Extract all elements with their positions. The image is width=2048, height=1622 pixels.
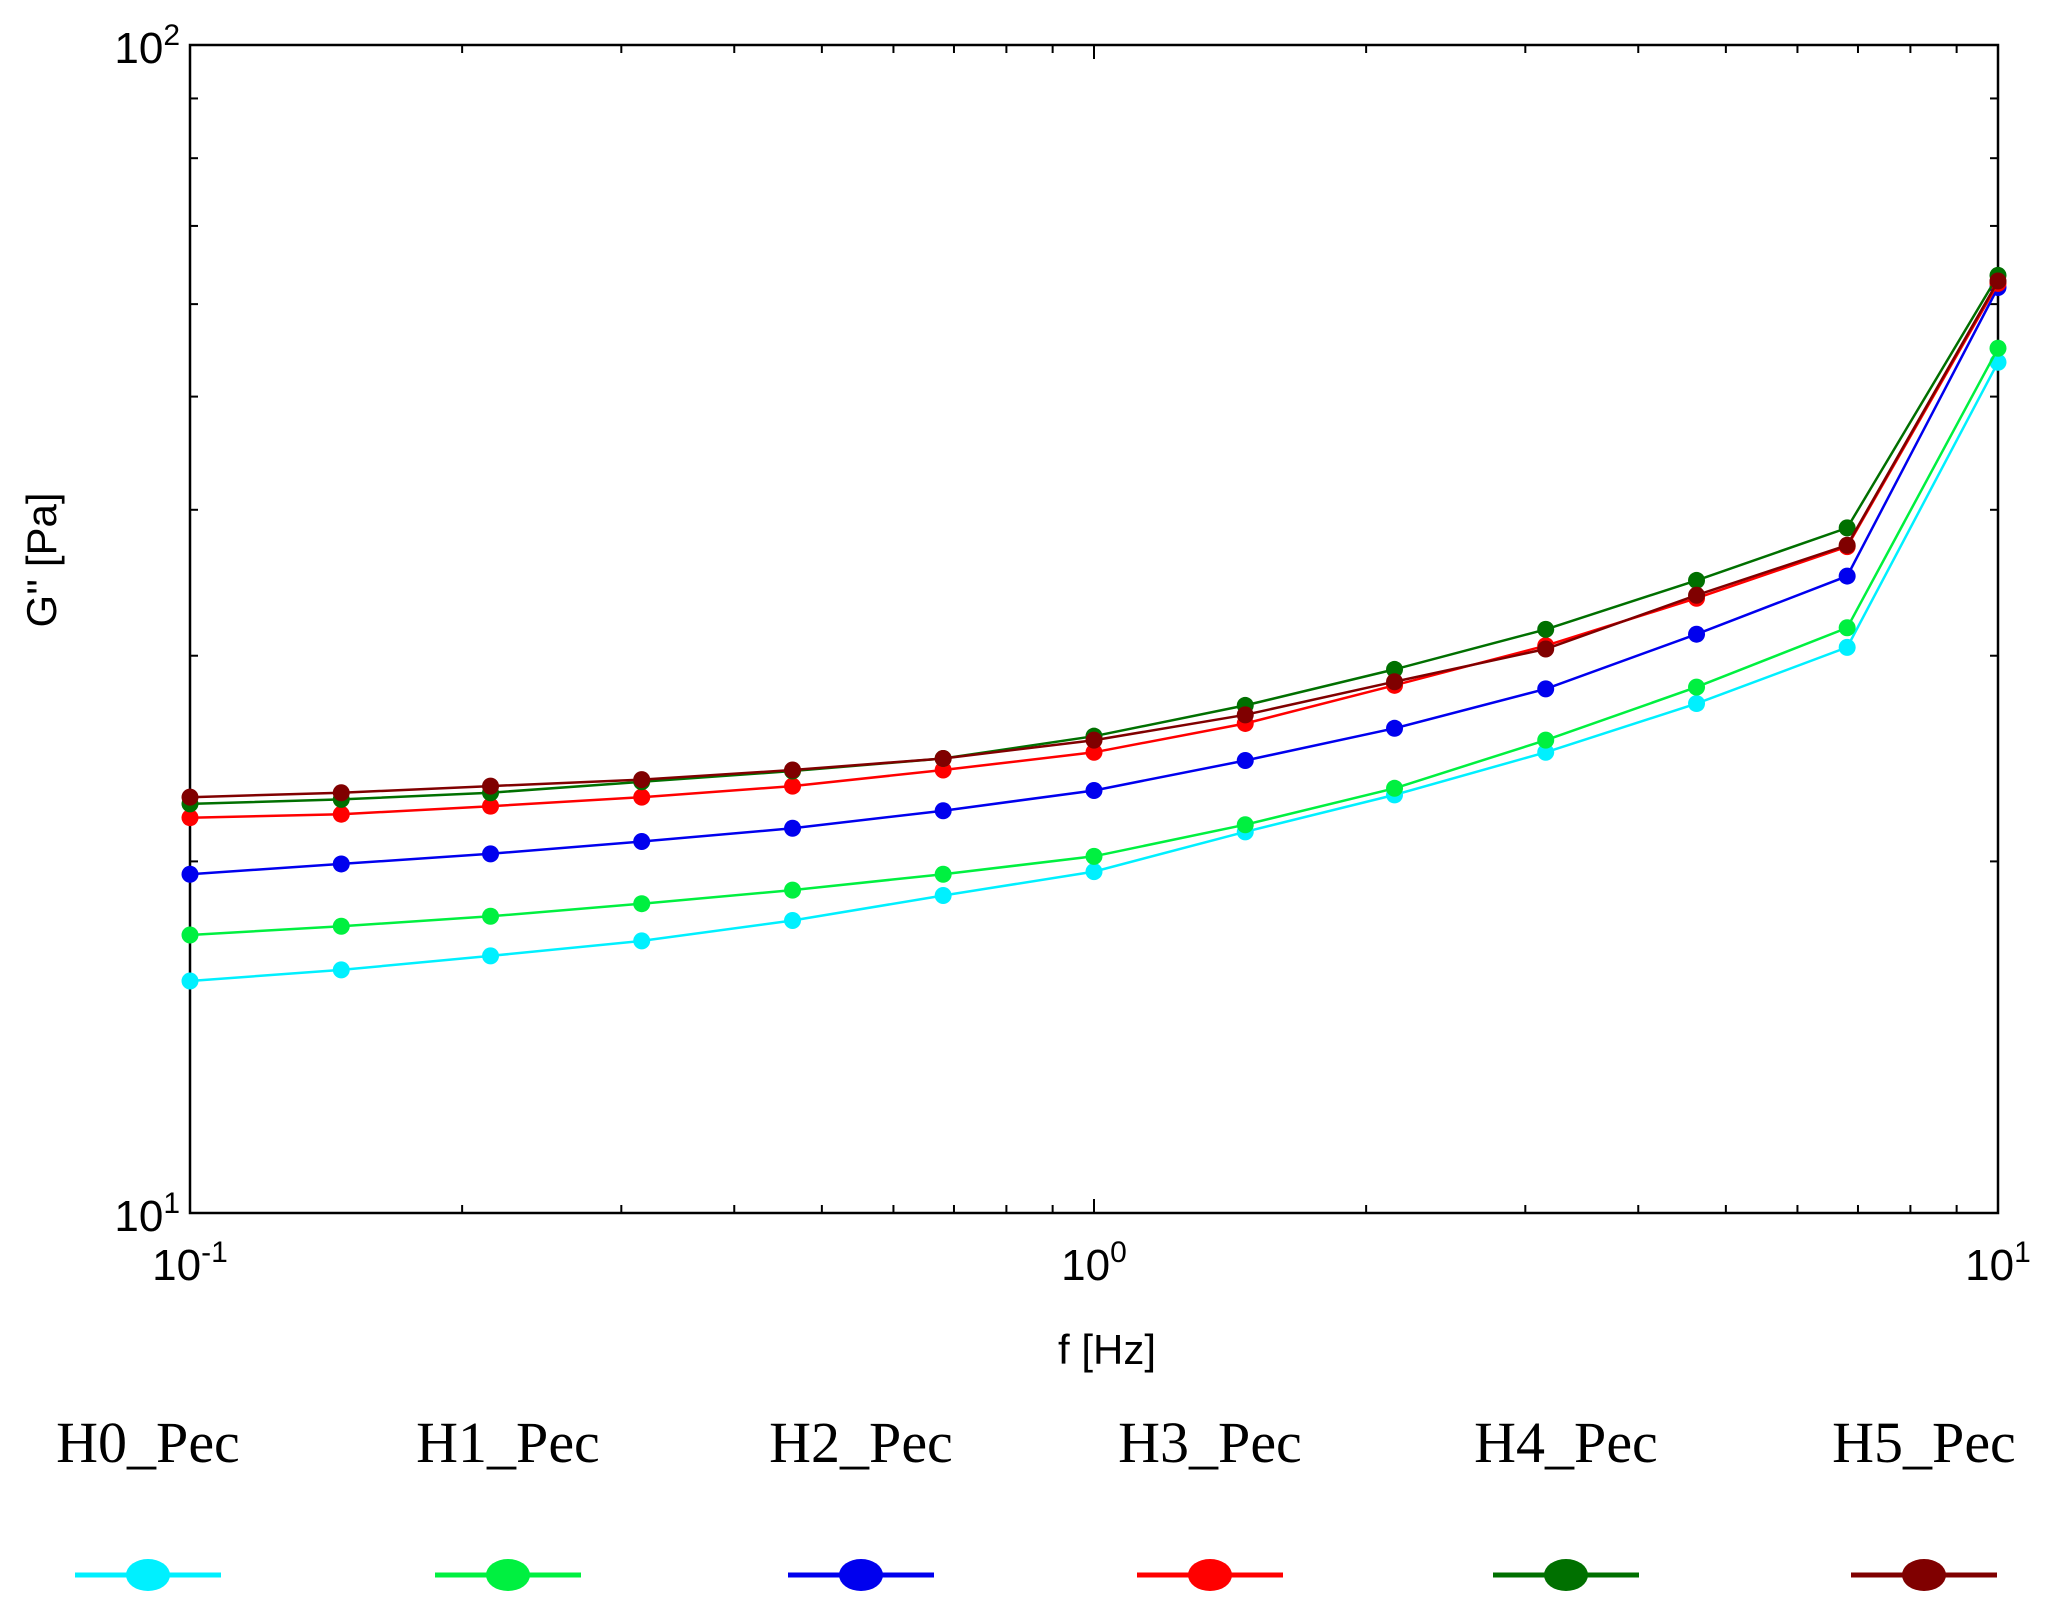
data-point xyxy=(784,881,802,899)
data-point xyxy=(332,917,350,935)
legend-label: H2_Pec xyxy=(769,1410,953,1475)
legend-label: H4_Pec xyxy=(1474,1410,1658,1475)
data-point xyxy=(633,895,651,913)
data-point xyxy=(1236,816,1254,834)
data-point xyxy=(633,771,651,789)
data-point xyxy=(1838,638,1856,656)
axis-ticks xyxy=(189,44,1999,1214)
data-point xyxy=(784,777,802,795)
legend: H0_Pec H1_Pec H2_Pec H3_Pec H4_Pec H5_Pec xyxy=(56,1410,2016,1591)
data-point xyxy=(181,972,199,990)
data-point xyxy=(1537,743,1555,761)
data-point xyxy=(1386,779,1404,797)
data-point xyxy=(332,855,350,873)
data-point xyxy=(934,886,952,904)
data-point xyxy=(1236,752,1254,770)
data-point xyxy=(1688,678,1706,696)
x-tick-label: 100 xyxy=(1061,1236,1127,1290)
data-point xyxy=(1085,743,1103,761)
data-point xyxy=(1537,680,1555,698)
data-point xyxy=(181,926,199,944)
legend-item: H2_Pec xyxy=(769,1410,953,1591)
data-point xyxy=(934,749,952,767)
data-point xyxy=(482,947,500,965)
data-point xyxy=(633,788,651,806)
data-point xyxy=(1537,620,1555,638)
legend-label: H3_Pec xyxy=(1118,1410,1302,1475)
data-point xyxy=(1688,625,1706,643)
data-point xyxy=(1838,619,1856,637)
data-point xyxy=(482,907,500,925)
data-point xyxy=(784,912,802,930)
data-point xyxy=(1537,731,1555,749)
series-H1_Pec xyxy=(181,339,2007,944)
x-tick-label: 101 xyxy=(1965,1236,2031,1290)
x-axis-label: f [Hz] xyxy=(1058,1326,1156,1373)
data-point xyxy=(1386,673,1404,691)
data-point xyxy=(332,805,350,823)
plot-area xyxy=(188,43,2000,1215)
series-H5_Pec xyxy=(181,272,2007,806)
data-point xyxy=(181,788,199,806)
data-point xyxy=(332,784,350,802)
x-tick-label: 10-1 xyxy=(152,1236,228,1290)
legend-item: H5_Pec xyxy=(1832,1410,2016,1591)
data-point xyxy=(1688,586,1706,604)
legend-swatch-marker xyxy=(1544,1559,1588,1591)
data-point xyxy=(482,777,500,795)
data-point xyxy=(1085,847,1103,865)
data-point xyxy=(1838,567,1856,585)
legend-item: H0_Pec xyxy=(56,1410,240,1591)
legend-swatch-marker xyxy=(1188,1559,1232,1591)
legend-swatch-marker xyxy=(1902,1559,1946,1591)
data-point xyxy=(934,802,952,820)
data-point xyxy=(482,797,500,815)
series-layer xyxy=(181,266,2007,990)
series-H0_Pec xyxy=(181,353,2007,990)
data-point xyxy=(1085,782,1103,800)
data-point xyxy=(1085,731,1103,749)
data-point xyxy=(784,761,802,779)
data-point xyxy=(1989,339,2007,357)
data-point xyxy=(181,865,199,883)
data-point xyxy=(1989,272,2007,290)
data-point xyxy=(934,865,952,883)
data-point xyxy=(633,932,651,950)
legend-swatch-marker xyxy=(486,1559,530,1591)
legend-swatch-marker xyxy=(839,1559,883,1591)
legend-item: H3_Pec xyxy=(1118,1410,1302,1591)
legend-swatch-marker xyxy=(126,1559,170,1591)
y-tick-label: 101 xyxy=(114,1187,180,1241)
y-axis-label: G'' [Pa] xyxy=(18,492,65,627)
legend-label: H0_Pec xyxy=(56,1410,240,1475)
data-point xyxy=(1838,536,1856,554)
data-point xyxy=(1688,695,1706,713)
data-point xyxy=(1386,660,1404,678)
data-point xyxy=(1085,863,1103,881)
y-tick-label: 102 xyxy=(114,19,180,73)
legend-label: H5_Pec xyxy=(1832,1410,2016,1475)
data-point xyxy=(332,961,350,979)
data-point xyxy=(1386,719,1404,737)
legend-label: H1_Pec xyxy=(416,1410,600,1475)
data-point xyxy=(1236,706,1254,724)
legend-item: H1_Pec xyxy=(416,1410,600,1591)
data-point xyxy=(1688,571,1706,589)
legend-item: H4_Pec xyxy=(1474,1410,1658,1591)
data-point xyxy=(482,845,500,863)
tick-labels: 10-1 100 101 101 102 xyxy=(114,19,2030,1290)
data-point xyxy=(633,833,651,851)
data-point xyxy=(784,819,802,837)
data-point xyxy=(1537,640,1555,658)
data-point xyxy=(181,809,199,827)
data-point xyxy=(1838,519,1856,537)
